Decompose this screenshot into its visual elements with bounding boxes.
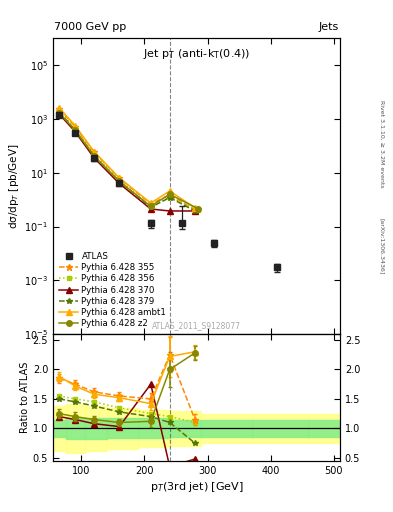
Text: Rivet 3.1.10, ≥ 3.2M events: Rivet 3.1.10, ≥ 3.2M events — [380, 99, 384, 187]
Y-axis label: Ratio to ATLAS: Ratio to ATLAS — [20, 362, 30, 433]
Text: Jets: Jets — [318, 22, 339, 32]
Text: Jet p$_\mathregular{T}$ (anti-k$_\mathregular{T}$(0.4)): Jet p$_\mathregular{T}$ (anti-k$_\mathre… — [143, 47, 250, 61]
Legend: ATLAS, Pythia 6.428 355, Pythia 6.428 356, Pythia 6.428 370, Pythia 6.428 379, P: ATLAS, Pythia 6.428 355, Pythia 6.428 35… — [57, 250, 168, 330]
Text: [arXiv:1306.3436]: [arXiv:1306.3436] — [380, 218, 384, 274]
X-axis label: p$_T$(3rd jet) [GeV]: p$_T$(3rd jet) [GeV] — [150, 480, 243, 494]
Text: 7000 GeV pp: 7000 GeV pp — [54, 22, 127, 32]
Text: ATLAS_2011_S9128077: ATLAS_2011_S9128077 — [152, 321, 241, 330]
Y-axis label: dσ/dp$_T$ [pb/GeV]: dσ/dp$_T$ [pb/GeV] — [7, 143, 22, 229]
